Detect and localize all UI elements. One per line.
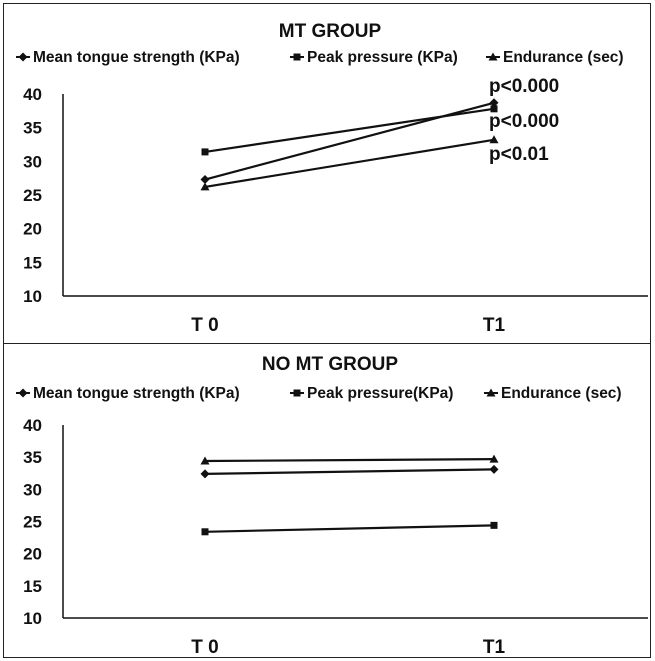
- panel1-data-point: [201, 148, 209, 156]
- panel2-series-line: [204, 524, 495, 533]
- panel2-legend-label: Peak pressure(KPa): [307, 385, 453, 402]
- panel1-data-point: [200, 175, 210, 185]
- panel2-data-point: [489, 464, 499, 474]
- panel1-series-line: [204, 107, 495, 153]
- panel1-y-tick-label: 40: [23, 85, 42, 104]
- panel1-p-value-annotation: p<0.000: [489, 76, 559, 97]
- panel2-y-tick-label: 20: [23, 545, 42, 564]
- panel1-legend-marker: [293, 53, 301, 61]
- panel1-legend-marker: [488, 52, 498, 61]
- panel2-x-tick-label: T 0: [191, 637, 218, 658]
- panel1-x-tick-label: T1: [483, 315, 506, 336]
- panel1-y-tick-label: 30: [23, 152, 42, 171]
- panel1-data-point: [489, 135, 499, 144]
- panel1-p-value-annotation: p<0.000: [489, 111, 559, 132]
- panel1-x-tick-label: T 0: [191, 315, 218, 336]
- panel2-y-tick-label: 15: [23, 577, 42, 596]
- panel1-y-tick-label: 15: [23, 253, 42, 272]
- panel1-legend-marker: [18, 52, 28, 62]
- panel2-data-point: [200, 456, 210, 465]
- panel1-y-tick-label: 35: [23, 119, 42, 138]
- panel1-chart-title: MT GROUP: [279, 21, 382, 42]
- panel2-data-point: [490, 521, 498, 529]
- panel2-legend-marker: [18, 388, 28, 398]
- panel1-p-value-annotation: p<0.01: [489, 144, 549, 165]
- panel2-x-tick-label: T1: [483, 637, 506, 658]
- panel2-y-tick-label: 35: [23, 448, 42, 467]
- panel1-y-tick-label: 10: [23, 287, 42, 306]
- panel2-legend-label: Mean tongue strength (KPa): [33, 385, 240, 402]
- panel2-y-tick-label: 10: [23, 609, 42, 628]
- panel1-data-point: [490, 105, 498, 113]
- panel1-legend-label: Peak pressure (KPa): [307, 49, 458, 66]
- panel1-legend-label: Mean tongue strength (KPa): [33, 49, 240, 66]
- panel2-legend-label: Endurance (sec): [501, 385, 622, 402]
- panel1-series-line: [204, 138, 495, 189]
- panel-divider: [3, 343, 651, 344]
- panel2-legend-marker: [293, 389, 301, 397]
- panel1-data-point: [489, 98, 499, 108]
- panel2-data-point: [201, 528, 209, 536]
- panel2-series-line: [204, 457, 495, 463]
- panel2-chart-title: NO MT GROUP: [262, 354, 398, 375]
- panel2-y-tick-label: 40: [23, 416, 42, 435]
- panel2-legend-marker: [486, 388, 496, 397]
- panel2-data-point: [200, 469, 210, 479]
- panel2-data-point: [489, 454, 499, 463]
- panel1-y-tick-label: 20: [23, 220, 42, 239]
- panel1-data-point: [200, 182, 210, 191]
- figure-frame: [3, 3, 651, 658]
- panel1-y-tick-label: 25: [23, 186, 42, 205]
- panel1-legend-label: Endurance (sec): [503, 49, 624, 66]
- panel2-series-line: [204, 468, 495, 475]
- panel2-y-tick-label: 30: [23, 480, 42, 499]
- panel2-y-tick-label: 25: [23, 513, 42, 532]
